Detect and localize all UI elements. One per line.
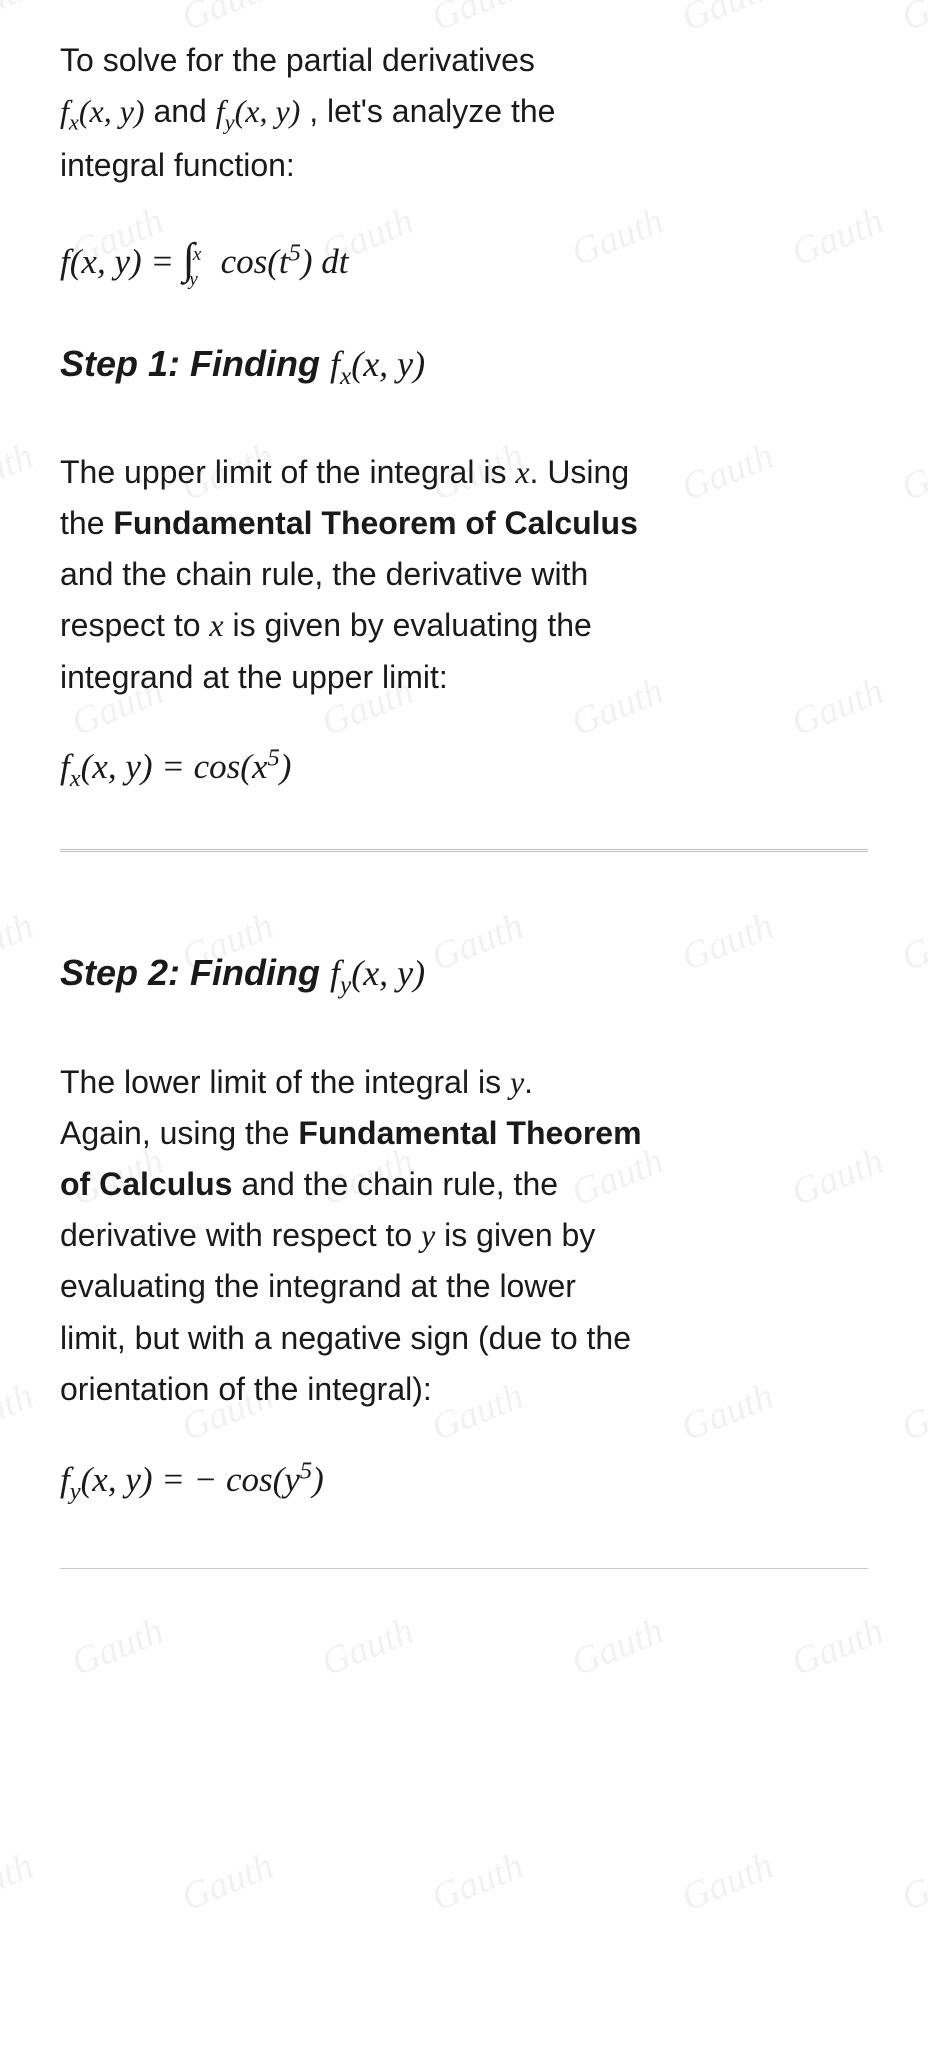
ftc2a: Fundamental Theorem [298, 1115, 641, 1151]
s2p7: evaluating the integrand at the lower [60, 1268, 576, 1304]
s2p5: derivative with respect to [60, 1217, 421, 1253]
s1p7: integrand at the upper limit: [60, 659, 448, 695]
s1p6: is given by evaluating the [224, 607, 592, 643]
step2-result: fy(x, y) = − cos(y5) [60, 1457, 868, 1506]
intro-text1: To solve for the partial derivatives [60, 42, 535, 78]
fy-inline: fy(x, y) [216, 93, 301, 129]
s2p3: Again, using the [60, 1115, 298, 1151]
step1-result: fx(x, y) = cos(x5) [60, 745, 868, 794]
step2-heading: Step 2: Finding fy(x, y) [60, 952, 868, 1000]
section-divider [60, 849, 868, 852]
s1p2: . Using [530, 454, 630, 490]
ftc2b: of Calculus [60, 1166, 232, 1202]
step2-paragraph: The lower limit of the integral is y. Ag… [60, 1057, 868, 1415]
intro-text2: integral function: [60, 147, 295, 183]
intro-after: , let's analyze the [309, 93, 555, 129]
s1p4: and the chain rule, the derivative with [60, 556, 588, 592]
document-content: To solve for the partial derivatives fx(… [60, 35, 868, 1569]
ftc1: Fundamental Theorem of Calculus [113, 505, 638, 541]
s2p4: and the chain rule, the [232, 1166, 558, 1202]
step1-paragraph: The upper limit of the integral is x. Us… [60, 447, 868, 703]
bottom-divider [60, 1568, 868, 1569]
s2p2: . [524, 1064, 533, 1100]
s2p8: limit, but with a negative sign (due to … [60, 1320, 631, 1356]
s1p5: respect to [60, 607, 209, 643]
step1-heading-prefix: Step 1: Finding [60, 343, 330, 384]
intro-between: and [153, 93, 215, 129]
s2p6: is given by [435, 1217, 595, 1253]
s2p1: The lower limit of the integral is [60, 1064, 510, 1100]
fx-inline: fx(x, y) [60, 93, 145, 129]
s1p1: The upper limit of the integral is [60, 454, 515, 490]
integral-definition: f(x, y) = ∫xy cos(t5) dt [60, 234, 868, 287]
step1-heading: Step 1: Finding fx(x, y) [60, 343, 868, 391]
s2p9: orientation of the integral): [60, 1371, 432, 1407]
intro-paragraph: To solve for the partial derivatives fx(… [60, 35, 868, 192]
step2-heading-prefix: Step 2: Finding [60, 952, 330, 993]
s1p3: the [60, 505, 113, 541]
